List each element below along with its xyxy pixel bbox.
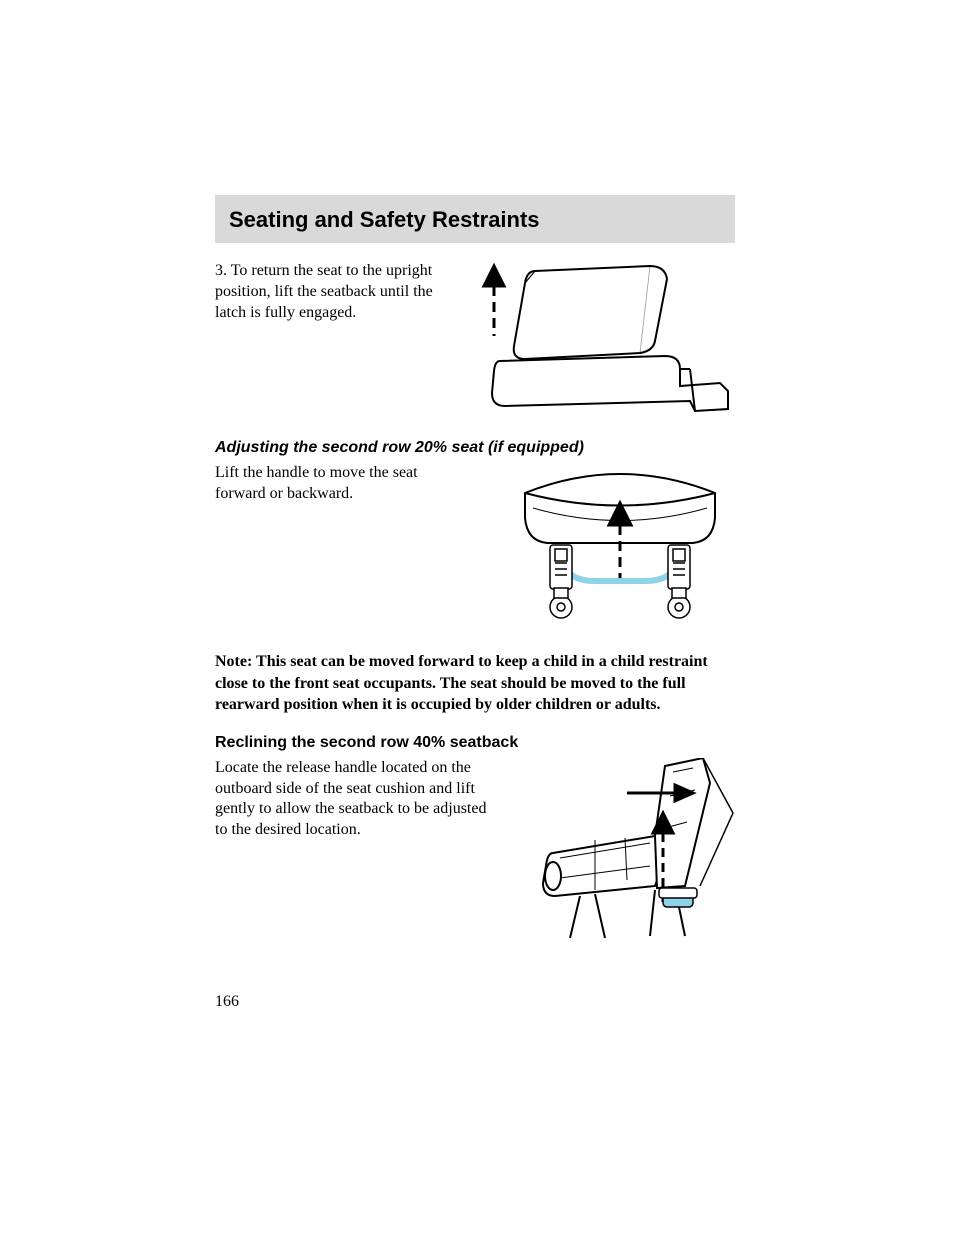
section2-text: Lift the handle to move the seat forward… — [215, 463, 465, 505]
section3-text: Locate the release handle located on the… — [215, 758, 495, 841]
seat-recline-diagram — [535, 758, 735, 943]
section1-text: 3. To return the seat to the upright pos… — [215, 261, 465, 323]
seat-slide-diagram — [505, 463, 735, 633]
section-recline-40: Reclining the second row 40% seatback Lo… — [215, 734, 735, 943]
figure-3-wrap — [505, 758, 735, 943]
page-number: 166 — [215, 993, 735, 1011]
page-content: Seating and Safety Restraints 3. To retu… — [215, 195, 735, 1011]
note-text: Note: This seat can be moved forward to … — [215, 651, 735, 716]
seat-upright-diagram — [480, 261, 735, 421]
section3-heading: Reclining the second row 40% seatback — [215, 734, 735, 752]
section-header-bar: Seating and Safety Restraints — [215, 195, 735, 243]
section-adjust-20: Adjusting the second row 20% seat (if eq… — [215, 439, 735, 633]
section2-heading: Adjusting the second row 20% seat (if eq… — [215, 439, 735, 457]
figure-2-wrap — [475, 463, 735, 633]
section-title: Seating and Safety Restraints — [229, 207, 721, 233]
section-upright: 3. To return the seat to the upright pos… — [215, 261, 735, 421]
figure-1-wrap — [475, 261, 735, 421]
